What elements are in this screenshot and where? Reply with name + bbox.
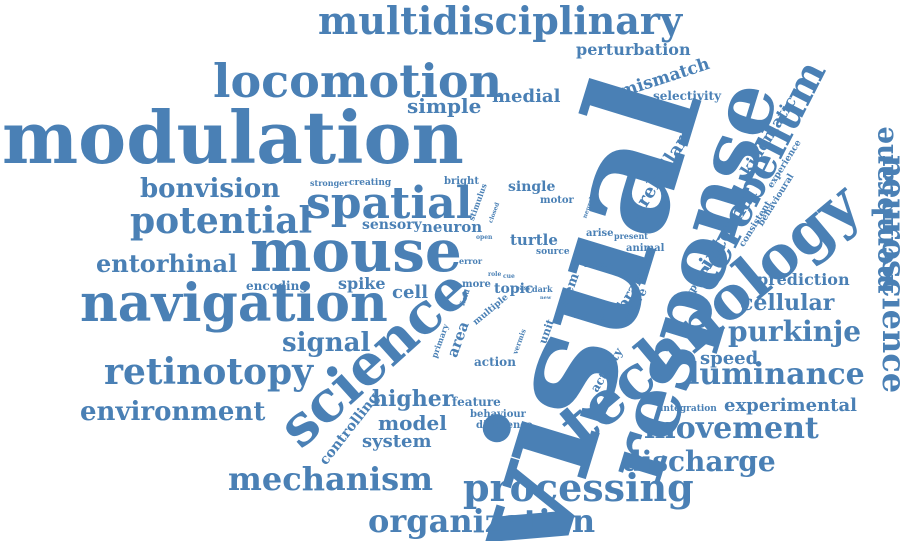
word-mouse: mouse <box>250 217 462 285</box>
word-spatial: spatial <box>306 178 473 229</box>
word-neuron: neuron <box>422 218 483 236</box>
word-purkinje: purkinje <box>728 315 862 348</box>
word-single: single <box>508 179 556 195</box>
word-easy: easy <box>516 285 531 292</box>
word-more: more <box>462 279 491 290</box>
word-retinotopy: retinotopy <box>104 351 314 393</box>
word-error: error <box>459 256 483 266</box>
word-present: present <box>614 231 649 241</box>
word-turtle: turtle <box>510 231 558 249</box>
word-simple: simple <box>407 94 482 118</box>
word-potential: potential <box>130 200 313 242</box>
word-creating: creating <box>349 178 392 188</box>
word-open: open <box>476 234 493 241</box>
word-dark: dark <box>532 284 553 294</box>
word-selectivity: selectivity <box>653 89 722 103</box>
word-feature: feature <box>452 395 501 409</box>
word-movement: movement <box>644 411 819 446</box>
word-integration: integration <box>660 404 717 414</box>
word-speed: speed <box>700 348 759 369</box>
word-bright: bright <box>444 176 479 187</box>
word-difference: difference <box>476 420 533 431</box>
word-topic: topic <box>494 281 534 297</box>
word-locomotion: locomotion <box>213 54 503 108</box>
word-sensory: sensory <box>362 217 422 233</box>
word-cue: cue <box>503 273 515 280</box>
word-organization: organization <box>368 502 596 540</box>
word-spike: spike <box>338 274 386 293</box>
word-mechanism: mechanism <box>228 460 433 498</box>
word-navigation: navigation <box>80 273 388 334</box>
word-cell: cell <box>392 282 429 303</box>
word-encoding: encoding <box>246 279 308 293</box>
word-action: action <box>474 355 516 369</box>
word-silicon: silicon <box>584 259 614 269</box>
word-discharge: discharge <box>622 445 776 478</box>
word-prediction: prediction <box>757 270 850 289</box>
word-luminance: luminance <box>688 357 865 392</box>
word-bonvision: bonvision <box>140 174 281 204</box>
word-medial: medial <box>492 86 561 107</box>
word-finding: finding <box>574 310 606 320</box>
word-multidisciplinary: multidisciplinary <box>318 0 683 43</box>
word-entorhinal: entorhinal <box>96 249 238 278</box>
word-role: role <box>488 271 502 278</box>
word-behaviour: behaviour <box>470 409 526 420</box>
word-new: new <box>540 295 552 301</box>
word-experimental: experimental <box>724 395 857 416</box>
word-arise: arise <box>586 228 614 239</box>
word-environment: environment <box>80 397 266 427</box>
word-membrane: membrane <box>866 126 900 294</box>
word-perturbation: perturbation <box>576 40 691 59</box>
word-source: source <box>536 247 570 257</box>
word-closed: closed <box>487 201 502 225</box>
word-signal: signal <box>282 328 371 358</box>
word-processing: processing <box>463 465 694 510</box>
word-model: model <box>378 411 447 435</box>
word-modulation: modulation <box>2 95 464 180</box>
word-motor: motor <box>540 195 574 206</box>
word-higher: higher <box>372 386 454 412</box>
word-system: system <box>362 431 432 452</box>
word-cellular: cellular <box>740 290 835 316</box>
word-stronger: stronger <box>310 178 349 188</box>
word-animal: animal <box>626 243 665 254</box>
